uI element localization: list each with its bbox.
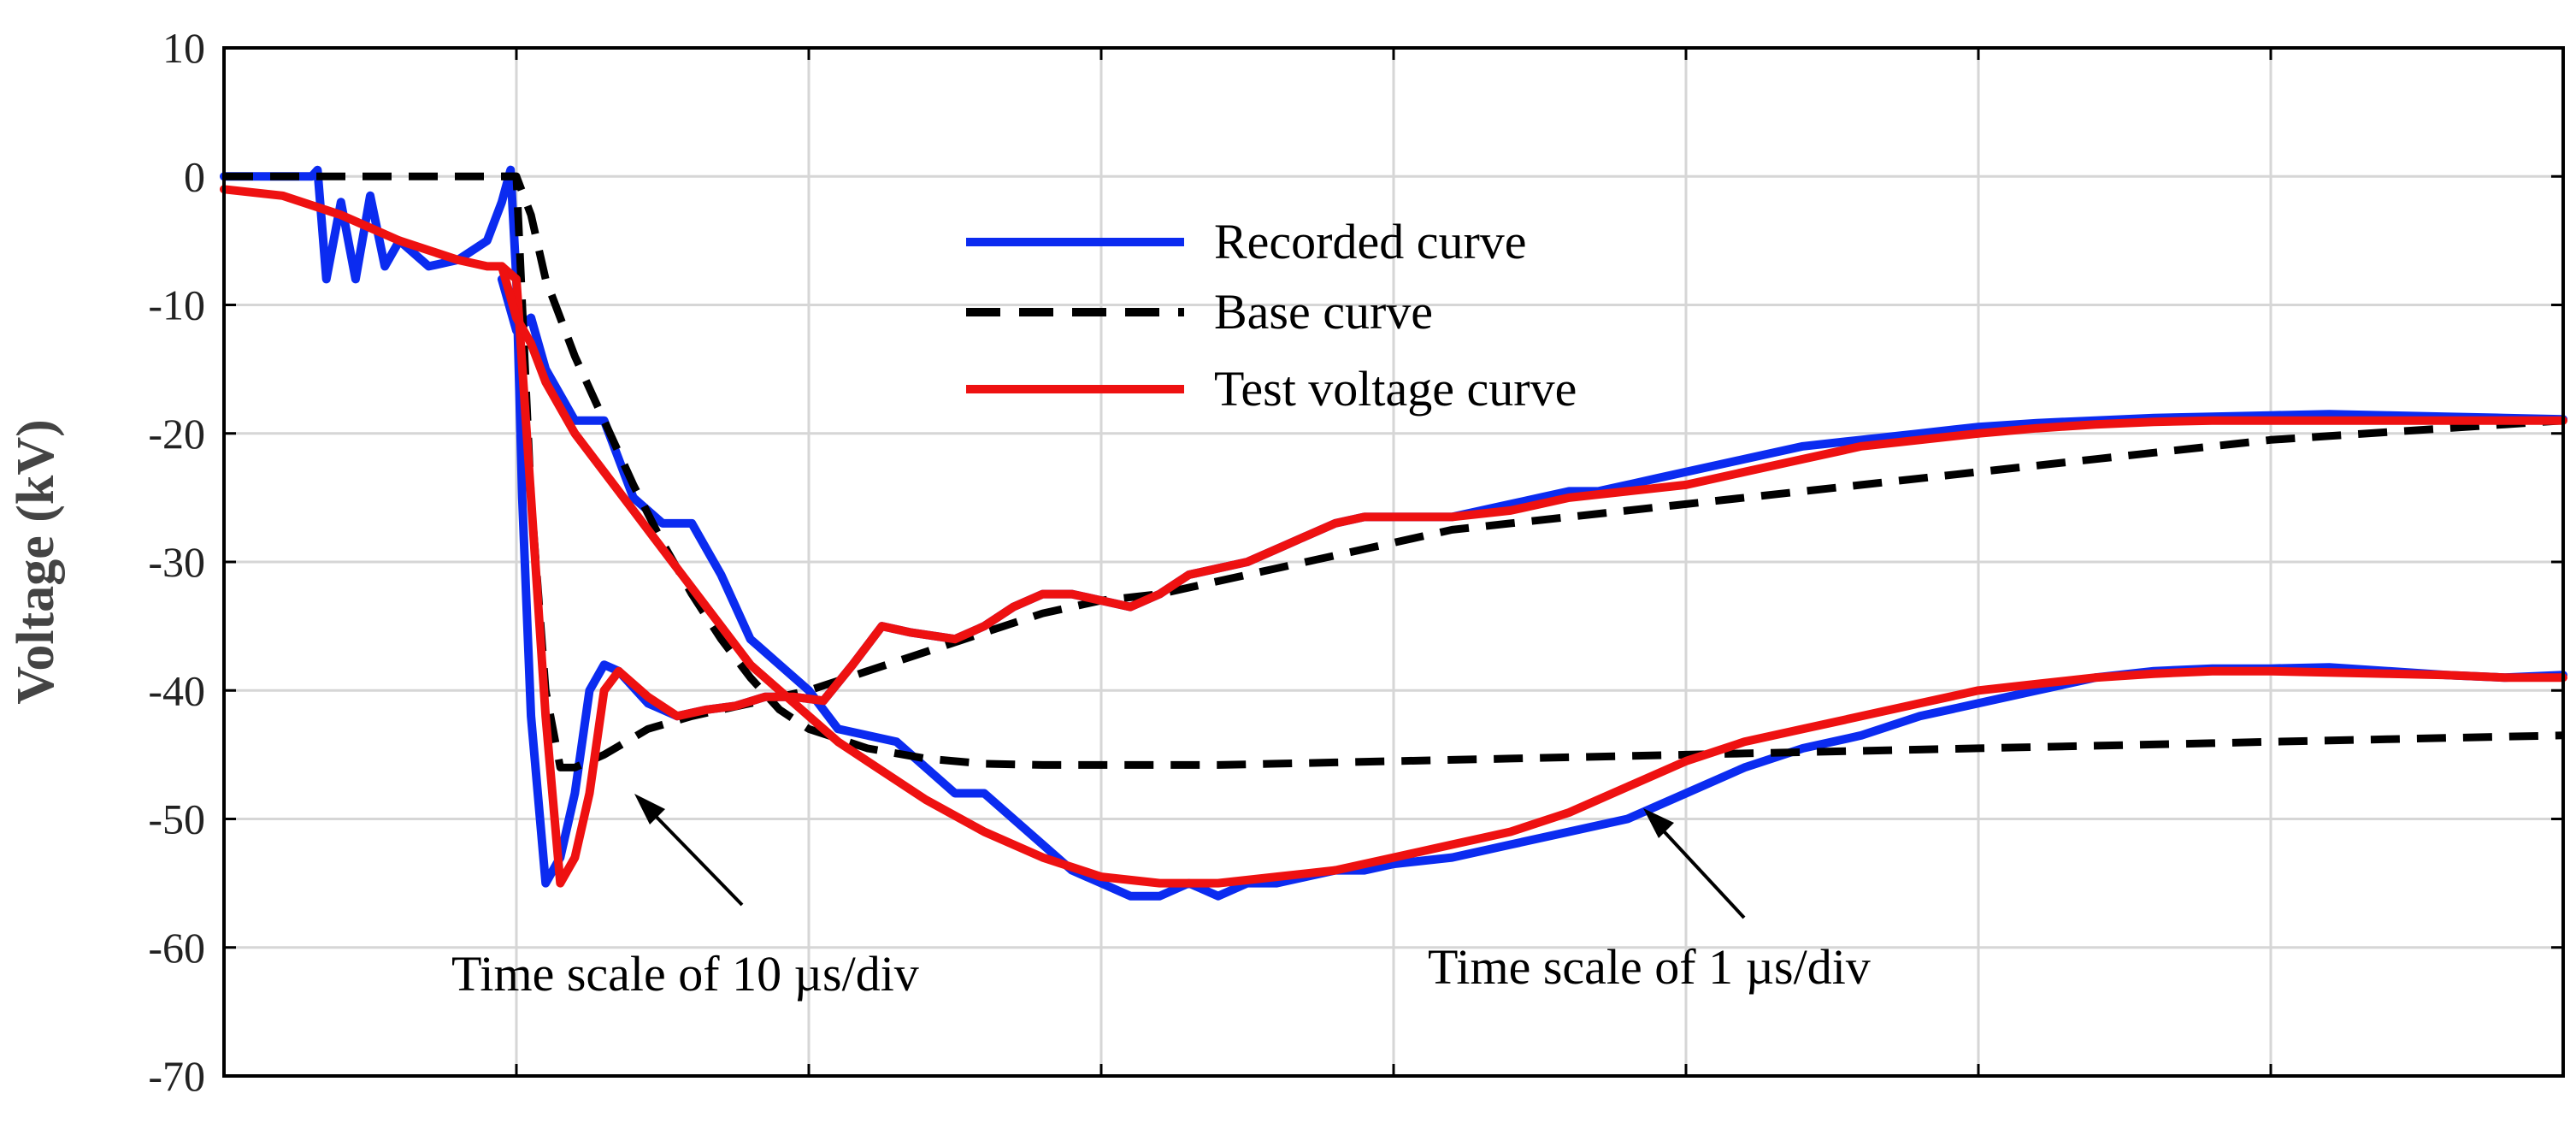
y-tick-label: -70	[148, 1052, 205, 1100]
y-axis-ticks: 10 0 -10 -20 -30 -40 -50 -60 -70	[148, 24, 2565, 1100]
y-tick-label: -30	[148, 538, 205, 586]
annotation-10us: Time scale of 10 µs/div	[451, 946, 919, 1002]
legend-label-recorded: Recorded curve	[1214, 214, 1527, 269]
y-tick-label: -60	[148, 924, 205, 972]
annotation-1us: Time scale of 1 µs/div	[1428, 939, 1871, 995]
legend-label-base: Base curve	[1214, 284, 1433, 340]
legend: Recorded curve Base curve Test voltage c…	[966, 214, 1577, 417]
legend-label-test: Test voltage curve	[1214, 361, 1577, 417]
y-tick-label: -40	[148, 666, 205, 714]
annotations: Time scale of 10 µs/div Time scale of 1 …	[451, 794, 1871, 1002]
series-test-voltage-curve-10us	[220, 185, 2567, 888]
y-axis-label: Voltage (kV)	[7, 419, 65, 705]
series-base-curve-10us	[224, 172, 2564, 771]
y-tick-label: 10	[162, 24, 205, 72]
series-test-voltage-curve-1us	[497, 262, 2567, 888]
grid	[224, 48, 2563, 1076]
series-recorded-curve-1us	[497, 275, 2567, 901]
series-base-curve-1us	[501, 172, 2564, 769]
y-tick-label: 0	[184, 152, 205, 200]
series-layer	[220, 165, 2567, 901]
annotation-arrowhead-10us	[634, 794, 665, 825]
annotation-arrow-10us	[644, 804, 744, 907]
y-tick-label: -50	[148, 795, 205, 843]
y-tick-label: -10	[148, 281, 205, 329]
y-tick-label: -20	[148, 410, 205, 458]
annotation-arrowhead-1us	[1643, 808, 1674, 838]
annotation-arrow-1us	[1653, 819, 1746, 919]
